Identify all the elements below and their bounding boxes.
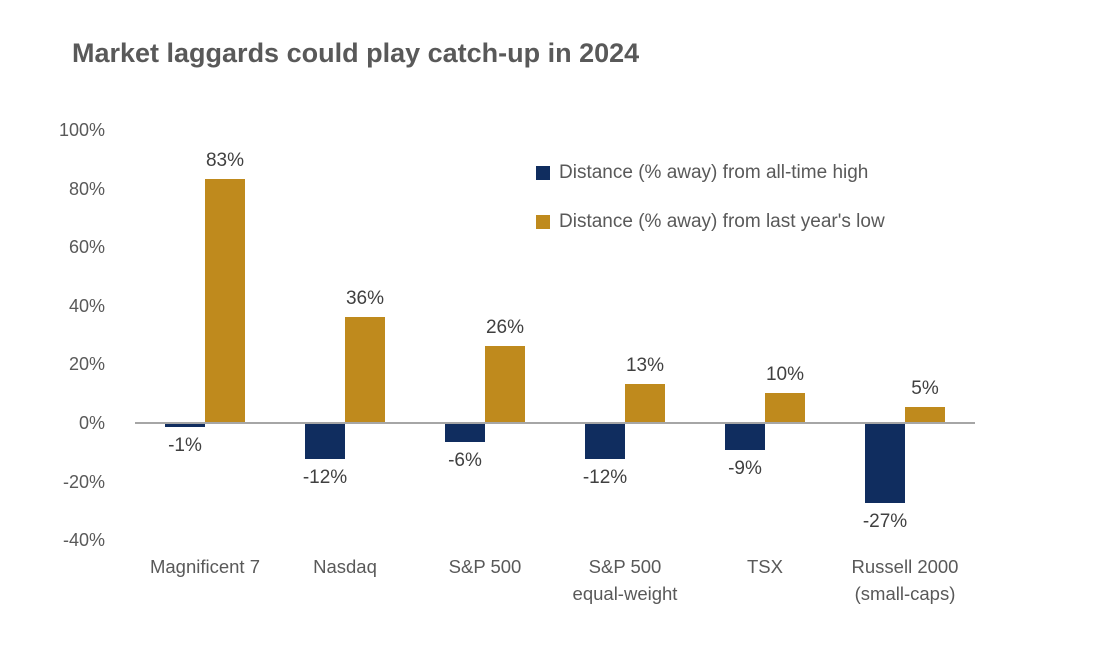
- bar-from-low: [905, 407, 945, 422]
- y-axis-tick-label: -20%: [62, 471, 105, 492]
- bar-value-label: 5%: [911, 378, 939, 400]
- zero-axis-line: [135, 422, 975, 424]
- legend-label: Distance (% away) from all-time high: [559, 162, 869, 183]
- y-axis-tick-label: -40%: [62, 530, 105, 551]
- y-axis-tick-label: 80%: [68, 178, 105, 199]
- bar-value-label: -12%: [302, 467, 348, 489]
- bar-from-high: [865, 424, 905, 504]
- bar-value-label: -1%: [168, 435, 202, 456]
- legend-label: Distance (% away) from last year's low: [559, 211, 885, 232]
- legend-swatch-gold-icon: [536, 215, 550, 229]
- bar-from-high: [445, 424, 485, 442]
- y-axis-tick-label: 0%: [78, 413, 105, 433]
- bar-from-low: [765, 392, 805, 422]
- x-axis-category-label: Russell 2000 (small-caps): [851, 556, 959, 604]
- bar-from-low: [205, 178, 245, 422]
- bar-from-low: [625, 383, 665, 422]
- bar-value-label: 10%: [765, 363, 805, 385]
- bar-from-high: [165, 424, 205, 427]
- y-axis-tick-label: 100%: [58, 120, 105, 140]
- x-axis-category-label: S&P 500: [448, 556, 522, 577]
- bar-from-high: [725, 424, 765, 451]
- x-axis-category-label: S&P 500 equal-weight: [572, 556, 678, 604]
- bar-value-label: 13%: [625, 354, 665, 376]
- bar-from-low: [485, 345, 525, 422]
- bar-value-label: 26%: [485, 316, 525, 338]
- bar-from-high: [305, 424, 345, 460]
- bar-from-low: [345, 316, 385, 422]
- legend-swatch-navy-icon: [536, 166, 550, 180]
- y-axis-tick-label: 60%: [68, 237, 105, 258]
- bar-value-label: -27%: [862, 511, 908, 533]
- legend-item-last-year-low: Distance (% away) from last year's low: [536, 209, 885, 235]
- bar-value-label: 83%: [205, 149, 245, 171]
- bar-from-high: [585, 424, 625, 460]
- bar-value-label: -9%: [728, 458, 762, 480]
- bar-value-label: -6%: [448, 449, 482, 471]
- y-axis-tick-label: 40%: [68, 295, 105, 316]
- bar-value-label: -12%: [582, 467, 628, 489]
- chart-title: Market laggards could play catch-up in 2…: [72, 38, 640, 68]
- x-axis-category-label: TSX: [747, 556, 783, 577]
- x-axis-category-label: Nasdaq: [313, 556, 377, 577]
- x-axis-category-label: Magnificent 7: [149, 556, 261, 577]
- chart-legend: Distance (% away) from all-time high Dis…: [536, 160, 885, 258]
- bar-value-label: 36%: [345, 287, 385, 309]
- legend-item-all-time-high: Distance (% away) from all-time high: [536, 160, 885, 186]
- y-axis-tick-label: 20%: [68, 354, 105, 375]
